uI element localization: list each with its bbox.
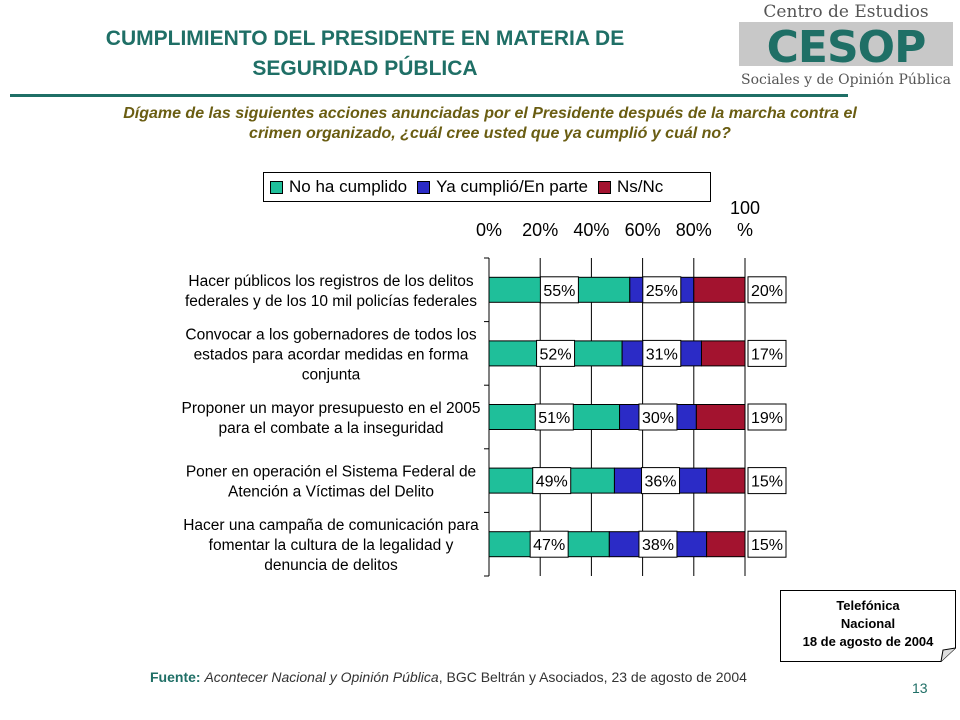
bar-segment xyxy=(488,276,631,303)
bar-segment xyxy=(488,467,615,494)
category-label: estados para acordar medidas en forma xyxy=(194,346,469,363)
legend-swatch-blue xyxy=(417,180,431,194)
category-label: Proponer un mayor presupuesto en el 2005 xyxy=(181,400,480,417)
note-line-2: Nacional xyxy=(840,616,896,631)
bar-segment xyxy=(706,531,746,558)
category-label: Hacer una campaña de comunicación para xyxy=(183,517,479,534)
data-label-box xyxy=(747,339,787,367)
bar-segment xyxy=(488,404,621,430)
category-label: fomentar la cultura de la legalidad y xyxy=(209,537,454,554)
data-label: 36% xyxy=(645,474,677,491)
data-label-box xyxy=(642,339,682,367)
bar-segment xyxy=(706,467,746,494)
title-line-1: CUMPLIMIENTO DEL PRESIDENTE EN MATERIA D… xyxy=(105,27,625,50)
category-label: Hacer públicos los registros de los deli… xyxy=(188,273,473,290)
data-label-box xyxy=(539,276,579,304)
data-label-box xyxy=(642,276,682,304)
bar-segment xyxy=(488,531,610,558)
source-publication: Acontecer Nacional y Opinión Pública xyxy=(204,669,439,685)
data-label-box xyxy=(747,276,787,304)
legend-swatch-green xyxy=(270,180,283,194)
data-label: 15% xyxy=(751,537,783,554)
logo-mark: CESOP xyxy=(767,22,926,73)
x-tick-label: 0% xyxy=(476,220,502,240)
title-divider xyxy=(10,94,848,97)
category-label: Atención a Víctimas del Delito xyxy=(228,484,434,501)
x-tick-label: 40% xyxy=(573,220,609,240)
data-label-box xyxy=(747,530,787,558)
data-label: 31% xyxy=(646,346,678,363)
bar-segment xyxy=(608,531,708,558)
bar-segment xyxy=(621,340,702,367)
data-label-box xyxy=(536,339,576,367)
data-label-box xyxy=(747,467,787,495)
legend-label: No ha cumplido xyxy=(289,177,408,196)
data-label: 38% xyxy=(642,537,674,554)
data-label: 49% xyxy=(536,474,568,491)
category-label: para el combate a la inseguridad xyxy=(219,420,444,437)
legend-item-no-ha-cumplido: No ha cumplido xyxy=(270,177,407,197)
category-label: Poner en operación el Sistema Federal de xyxy=(186,464,476,481)
title-line-2: SEGURIDAD PÚBLICA xyxy=(252,57,478,80)
data-label: 20% xyxy=(751,283,783,300)
data-label-box xyxy=(638,530,678,558)
data-label: 47% xyxy=(533,537,565,554)
data-label: 15% xyxy=(751,474,783,491)
bar-segment xyxy=(700,340,746,367)
question-line-2: crimen organizado, ¿cuál cree usted que … xyxy=(249,125,731,142)
cesop-logo: Centro de Estudios CESOP Sociales y de O… xyxy=(739,2,953,88)
survey-note-card xyxy=(780,590,956,662)
source-citation: Fuente: Acontecer Nacional y Opinión Púb… xyxy=(150,669,840,685)
logo-line-3: Sociales y de Opinión Pública xyxy=(741,72,951,88)
question-line-1: Dígame de las siguientes acciones anunci… xyxy=(123,105,857,122)
logo-line-1: Centro de Estudios xyxy=(763,2,928,22)
data-label-box xyxy=(532,467,572,495)
category-label: denuncia de delitos xyxy=(264,557,398,574)
bar-segment xyxy=(619,404,697,430)
survey-note-text: Telefónica Nacional 18 de agosto de 2004 xyxy=(780,597,956,651)
data-label-box xyxy=(747,403,787,431)
legend-item-ns-nc: Ns/Nc xyxy=(597,177,664,197)
data-label: 30% xyxy=(642,410,674,427)
data-label: 52% xyxy=(540,346,572,363)
x-tick-label: 100 xyxy=(730,198,760,218)
category-label: Convocar a los gobernadores de todos los xyxy=(185,326,476,343)
data-label: 17% xyxy=(751,346,783,363)
page-title: CUMPLIMIENTO DEL PRESIDENTE EN MATERIA D… xyxy=(20,24,710,84)
note-line-1: Telefónica xyxy=(836,598,900,613)
source-details: , BGC Beltrán y Asociados, 23 de agosto … xyxy=(438,669,747,685)
note-line-3: 18 de agosto de 2004 xyxy=(802,634,934,649)
data-label-box xyxy=(534,403,574,431)
category-label: conjunta xyxy=(302,366,361,383)
category-label: federales y de los 10 mil policías feder… xyxy=(185,293,477,310)
bar-segment xyxy=(693,276,746,303)
chart-legend: No ha cumplido Ya cumplió/En parte Ns/Nc xyxy=(263,172,711,202)
bar-segment xyxy=(629,276,695,303)
data-label-box xyxy=(638,403,678,431)
bar-segment xyxy=(488,340,623,367)
data-label: 55% xyxy=(543,283,575,300)
x-tick-label: 80% xyxy=(676,220,712,240)
legend-label: Ya cumplió/En parte xyxy=(436,177,588,196)
data-label-box xyxy=(529,530,569,558)
bar-segment xyxy=(613,467,708,494)
data-label-box xyxy=(641,467,681,495)
bar-segment xyxy=(695,404,746,430)
x-tick-label: 20% xyxy=(522,220,558,240)
legend-swatch-red xyxy=(597,180,611,194)
x-tick-label: % xyxy=(737,220,753,240)
source-label: Fuente: xyxy=(150,669,201,685)
data-label: 19% xyxy=(751,410,783,427)
legend-label: Ns/Nc xyxy=(616,177,664,196)
data-label: 51% xyxy=(538,410,570,427)
survey-question: Dígame de las siguientes acciones anunci… xyxy=(40,104,940,144)
page-number: 13 xyxy=(912,680,928,696)
legend-item-ya-cumplio: Ya cumplió/En parte xyxy=(417,177,588,197)
x-tick-label: 60% xyxy=(625,220,661,240)
data-label: 25% xyxy=(646,283,678,300)
